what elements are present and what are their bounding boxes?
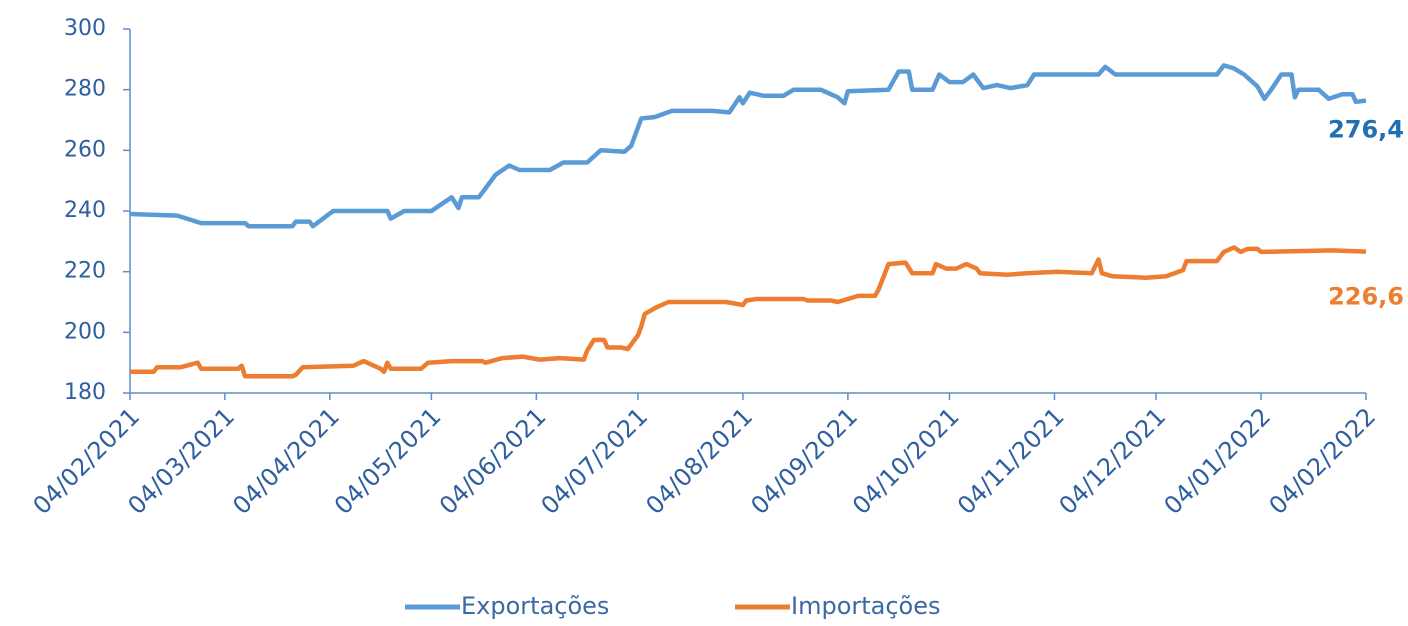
x-tick-label: 04/11/2021	[952, 402, 1070, 520]
legend-label: Exportações	[461, 592, 609, 620]
x-tick-label: 04/10/2021	[847, 402, 965, 520]
data-label: 276,4	[1328, 116, 1404, 144]
x-tick-label: 04/12/2021	[1054, 402, 1172, 520]
y-tick-label: 240	[64, 198, 106, 223]
y-tick-label: 300	[64, 16, 106, 41]
y-tick-label: 180	[64, 380, 106, 405]
legend-label: Importações	[791, 592, 941, 620]
y-tick-label: 260	[64, 137, 106, 162]
y-tick-label: 200	[64, 319, 106, 344]
x-tick-label: 04/09/2021	[745, 402, 863, 520]
series-line	[130, 245, 1367, 379]
x-tick-label: 04/04/2021	[227, 402, 345, 520]
y-tick-label: 280	[64, 77, 106, 102]
x-tick-label: 04/05/2021	[329, 402, 447, 520]
data-label: 226,6	[1328, 283, 1404, 311]
x-tick-label: 04/07/2021	[536, 402, 654, 520]
x-tick-label: 04/08/2021	[641, 402, 759, 520]
y-tick-label: 220	[64, 259, 106, 284]
x-tick-label: 04/06/2021	[434, 402, 552, 520]
x-tick-label: 04/01/2022	[1159, 402, 1277, 520]
series-line	[129, 63, 1367, 229]
x-tick-label: 04/02/2022	[1264, 402, 1382, 520]
